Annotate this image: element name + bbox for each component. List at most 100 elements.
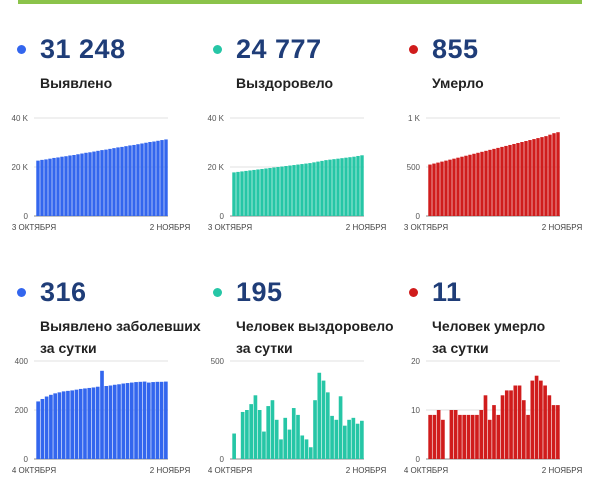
bar: [536, 138, 540, 216]
bar: [270, 400, 275, 459]
bar: [284, 166, 288, 216]
bar-chart: 0 20 K 40 K 3 ОКТЯБРЯ 2 НОЯБРЯ: [12, 114, 191, 232]
bar: [104, 149, 108, 216]
stat-value: 316: [40, 277, 87, 307]
bar: [76, 154, 80, 216]
bar: [96, 150, 100, 216]
bar: [95, 386, 100, 459]
detected-total-panel: 31 248 Выявлено 0 20 K 40 K 3 ОКТЯБРЯ 2 НОЯБРЯ: [0, 0, 192, 240]
stat-label-line: за сутки: [432, 340, 489, 356]
bar: [360, 420, 364, 459]
bar: [330, 415, 334, 459]
bar: [521, 400, 526, 459]
bar: [476, 152, 480, 216]
bar: [458, 414, 462, 459]
bar: [432, 414, 437, 459]
bar: [551, 405, 556, 459]
bar: [332, 159, 336, 216]
bar: [57, 392, 62, 459]
x-label-end: 2 НОЯБРЯ: [542, 466, 583, 475]
x-label-end: 2 НОЯБРЯ: [542, 223, 583, 232]
bar: [283, 417, 288, 459]
y-tick-label: 20 K: [208, 163, 225, 172]
x-label-start: 4 ОКТЯБРЯ: [208, 466, 252, 475]
bar: [108, 148, 112, 216]
bar: [504, 390, 509, 459]
bar: [83, 388, 87, 459]
bar: [360, 155, 364, 216]
top-accent-bar: [18, 0, 582, 4]
stat-label-line: Человек умерло: [432, 318, 546, 334]
bar: [316, 161, 320, 216]
bar: [112, 148, 116, 216]
bar: [296, 164, 300, 216]
bar: [500, 395, 505, 459]
y-tick-label: 500: [407, 163, 421, 172]
bar: [291, 408, 296, 459]
bar: [528, 140, 532, 216]
bar: [134, 382, 138, 459]
legend-dot-icon: [17, 44, 26, 54]
bar: [441, 419, 445, 459]
bar: [325, 392, 330, 459]
bar: [257, 410, 262, 459]
stat-label: Умерло: [432, 72, 484, 94]
bar: [78, 388, 83, 459]
bar: [544, 136, 548, 216]
bar: [276, 167, 280, 216]
bar: [470, 414, 475, 459]
bar: [272, 167, 276, 216]
bar: [70, 390, 75, 459]
bar: [300, 164, 304, 216]
x-label-end: 2 НОЯБРЯ: [150, 466, 191, 475]
bar: [534, 375, 539, 459]
bar-chart: 0 200 400 4 ОКТЯБРЯ 2 НОЯБРЯ: [12, 357, 191, 475]
legend-dot-icon: [409, 44, 418, 54]
bar: [448, 159, 452, 216]
bar: [232, 433, 236, 459]
bar: [340, 158, 344, 216]
stat-row: 24 777: [196, 34, 322, 64]
stat-label-line: Выявлено заболевших: [40, 318, 201, 334]
bar: [526, 414, 530, 459]
bar-chart: 0 500 4 ОКТЯБРЯ 2 НОЯБРЯ: [208, 357, 387, 475]
bar: [556, 132, 560, 216]
legend-dot-icon: [17, 287, 26, 297]
bar: [245, 410, 249, 459]
bar: [292, 165, 296, 216]
bar: [308, 163, 312, 216]
bar: [462, 414, 467, 459]
y-tick-label: 10: [411, 406, 420, 415]
bar: [556, 405, 560, 459]
bar: [72, 154, 76, 216]
x-label-end: 2 НОЯБРЯ: [346, 223, 387, 232]
bar: [509, 390, 513, 459]
bar: [244, 170, 248, 216]
bar: [496, 414, 501, 459]
bar: [428, 414, 432, 459]
bar: [148, 142, 152, 216]
bar: [484, 150, 488, 216]
bar: [132, 144, 136, 216]
bar: [249, 404, 253, 459]
bar: [49, 394, 53, 459]
bar: [436, 410, 441, 459]
y-tick-label: 40 K: [208, 114, 225, 123]
bar: [552, 133, 556, 216]
recovered-daily-panel: 195 Человек выздоровело за сутки 0 500 4 ОКТЯ…: [196, 243, 394, 483]
bar: [313, 400, 317, 459]
bar: [336, 158, 340, 216]
bar: [530, 380, 535, 459]
bar: [164, 381, 168, 459]
y-tick-label: 20: [411, 357, 420, 366]
bar: [40, 159, 44, 216]
bar: [156, 140, 160, 216]
bar: [232, 172, 236, 216]
stat-label: Человек умерло за сутки: [432, 315, 545, 359]
bar: [253, 395, 258, 459]
stat-value: 195: [236, 277, 283, 307]
bar: [548, 134, 552, 216]
bar: [539, 380, 543, 459]
bar: [428, 164, 432, 216]
bar: [88, 152, 92, 216]
